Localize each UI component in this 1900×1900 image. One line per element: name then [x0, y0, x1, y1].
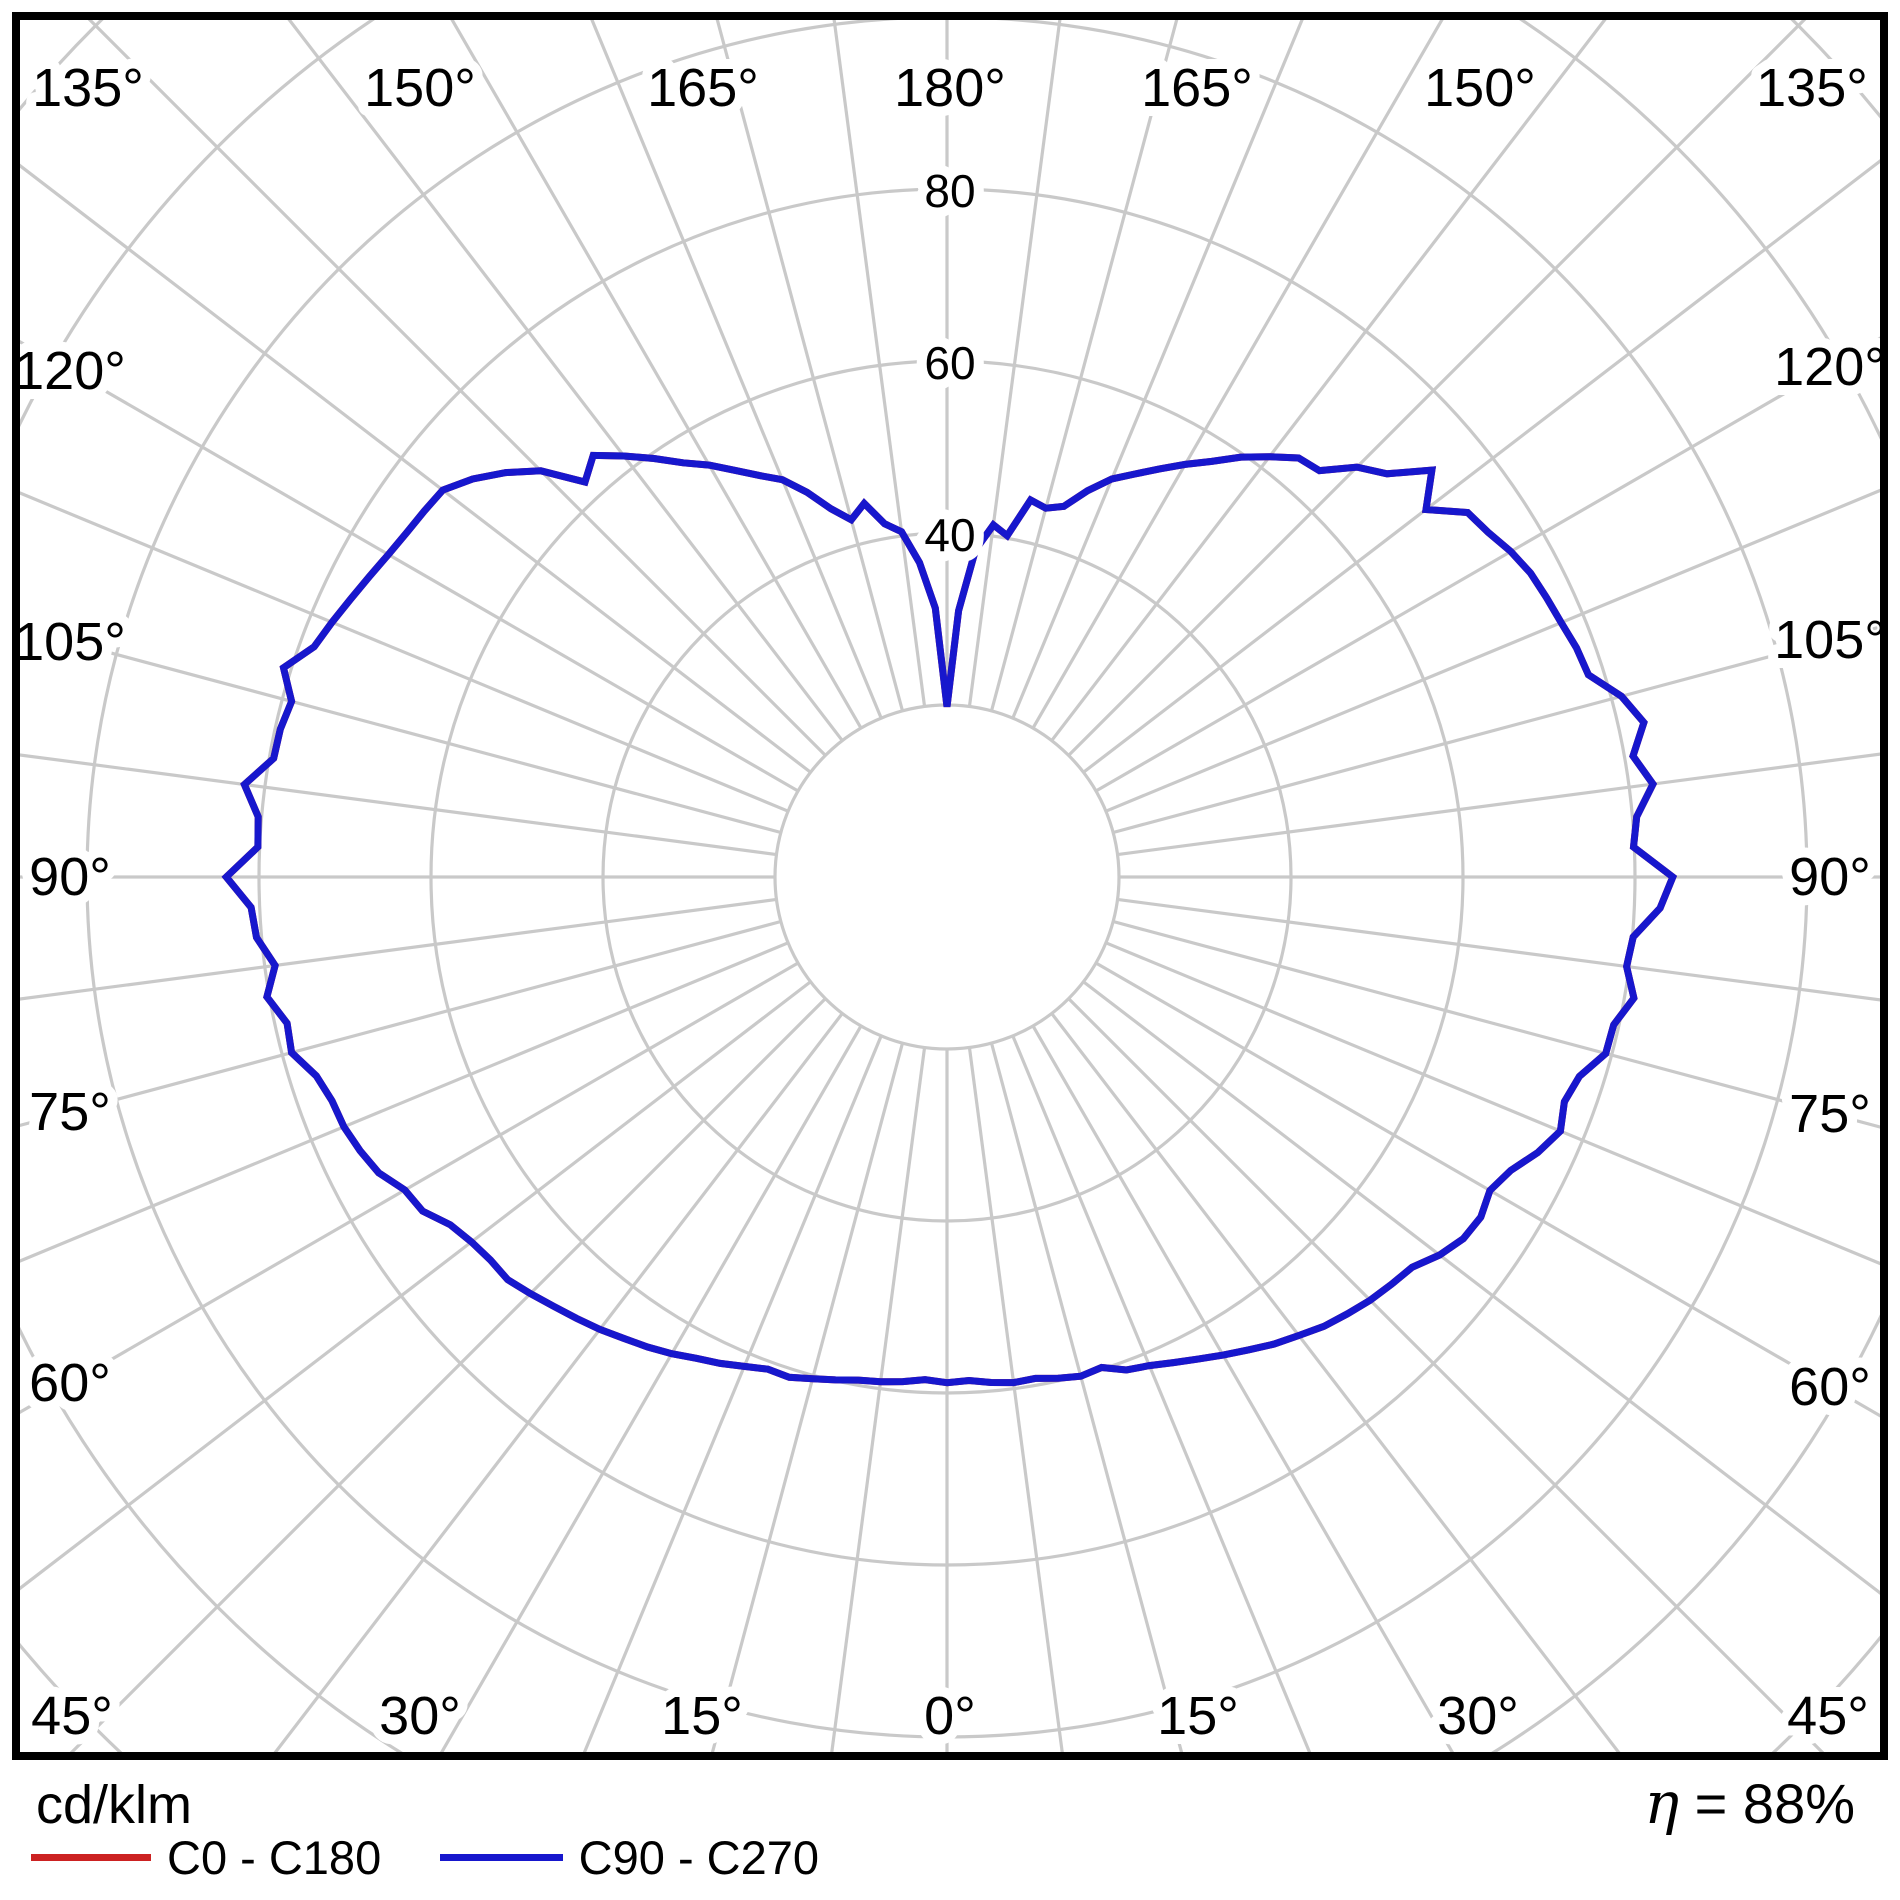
angle-label-bottom-6: 45° [1787, 1686, 1869, 1746]
ring-label-40: 40 [924, 509, 975, 561]
grid-ray [1050, 1012, 1621, 1752]
eta-symbol: η [1644, 1769, 1680, 1837]
grid-ray [450, 20, 863, 729]
efficiency-value: = 88% [1694, 1772, 1855, 1835]
grid-ray [1031, 1025, 1455, 1752]
grid-ray [20, 919, 782, 1128]
grid-ray [832, 20, 927, 707]
grid-ray [20, 897, 777, 1001]
angle-label-top-3: 180° [894, 58, 1006, 118]
grid-ray [87, 20, 827, 757]
grid-ray [1105, 488, 1880, 813]
grid-ray [1011, 20, 1304, 719]
grid-ray [1082, 980, 1880, 1595]
angle-label-right-0: 120° [1774, 337, 1886, 397]
grid-ray [1095, 961, 1880, 1418]
angle-label-left-1: 105° [14, 612, 126, 672]
angle-label-left-2: 90° [29, 847, 111, 907]
grid-ray [989, 20, 1179, 712]
grid-ray [1117, 897, 1880, 1002]
grid-ray [989, 1042, 1184, 1752]
angle-label-right-2: 90° [1789, 847, 1871, 907]
ring-label-60: 60 [924, 337, 975, 389]
grid-ray [20, 941, 789, 1263]
grid-ray [20, 163, 812, 774]
grid-ray [1105, 941, 1880, 1266]
grid-ray [20, 753, 777, 857]
angle-label-top-4: 165° [1141, 58, 1253, 118]
grid-ray [1011, 1035, 1312, 1752]
legend-item-c90-c270: C90 - C270 [386, 1834, 819, 1881]
angle-label-right-3: 75° [1789, 1084, 1871, 1144]
angle-label-bottom-4: 15° [1157, 1686, 1239, 1746]
grid-ray [20, 626, 782, 835]
grid-ray [1050, 20, 1607, 742]
grid-ray [20, 339, 799, 793]
angle-label-left-4: 60° [29, 1353, 111, 1413]
angle-label-top-0: 135° [32, 58, 144, 118]
angle-label-bottom-0: 45° [31, 1686, 113, 1746]
angle-label-bottom-3: 0° [924, 1686, 976, 1746]
angle-label-bottom-5: 30° [1437, 1686, 1519, 1746]
legend-line-c0-c180-icon [31, 1854, 151, 1861]
angle-label-top-6: 135° [1756, 58, 1868, 118]
angle-label-right-1: 105° [1774, 610, 1886, 670]
grid-ray [710, 1042, 905, 1752]
grid-ray [1082, 159, 1880, 774]
grid-ray [590, 20, 883, 719]
angle-label-bottom-2: 15° [661, 1686, 743, 1746]
curve-c90-c270 [221, 451, 1678, 1387]
angle-label-right-4: 60° [1789, 1357, 1871, 1417]
grid-ray [20, 980, 812, 1591]
grid-ray [1112, 625, 1880, 835]
grid-ray [967, 20, 1062, 707]
grid-ray [1067, 20, 1807, 757]
legend-item-c0-c180: C0 - C180 [31, 1834, 381, 1881]
efficiency-label: η = 88% [1644, 1774, 1855, 1832]
legend-label-c0-c180: C0 - C180 [167, 1831, 382, 1884]
ring-label-80: 80 [924, 165, 975, 217]
grid-ray [69, 997, 827, 1752]
grid-ray [1031, 20, 1444, 729]
grid-ray [830, 1047, 927, 1752]
chart-footer: cd/klm C0 - C180 C90 - C270 η = 88% [0, 1756, 1900, 1900]
grid-ray [1095, 336, 1880, 793]
angle-label-left-3: 75° [29, 1082, 111, 1142]
grid-ray [20, 491, 789, 813]
legend-label-c90-c270: C90 - C270 [578, 1831, 820, 1884]
angle-label-top-5: 150° [1424, 58, 1536, 118]
angle-label-top-2: 165° [647, 58, 759, 118]
grid-ray [582, 1035, 883, 1752]
grid-ray [439, 1025, 863, 1752]
unit-label: cd/klm [36, 1775, 193, 1835]
grid-ray [967, 1047, 1064, 1752]
grid-ray [1117, 752, 1880, 857]
plot-border [12, 12, 1888, 1760]
angle-label-bottom-1: 30° [379, 1686, 461, 1746]
grid-ray [1067, 997, 1825, 1752]
legend: C0 - C180 C90 - C270 [31, 1834, 819, 1881]
labels: 40 60 80 135° 150° 165° 180° 165° 150° 135° 45° 30°… [14, 48, 1886, 1752]
grid-ray [1112, 919, 1880, 1129]
angle-label-left-0: 120° [14, 341, 126, 401]
grid-ray [20, 961, 799, 1415]
grid-ray [287, 20, 844, 742]
legend-line-c90-c270-icon [439, 1854, 563, 1861]
grid-ray [715, 20, 905, 712]
angle-label-top-1: 150° [364, 58, 476, 118]
grid-ray [273, 1012, 844, 1752]
